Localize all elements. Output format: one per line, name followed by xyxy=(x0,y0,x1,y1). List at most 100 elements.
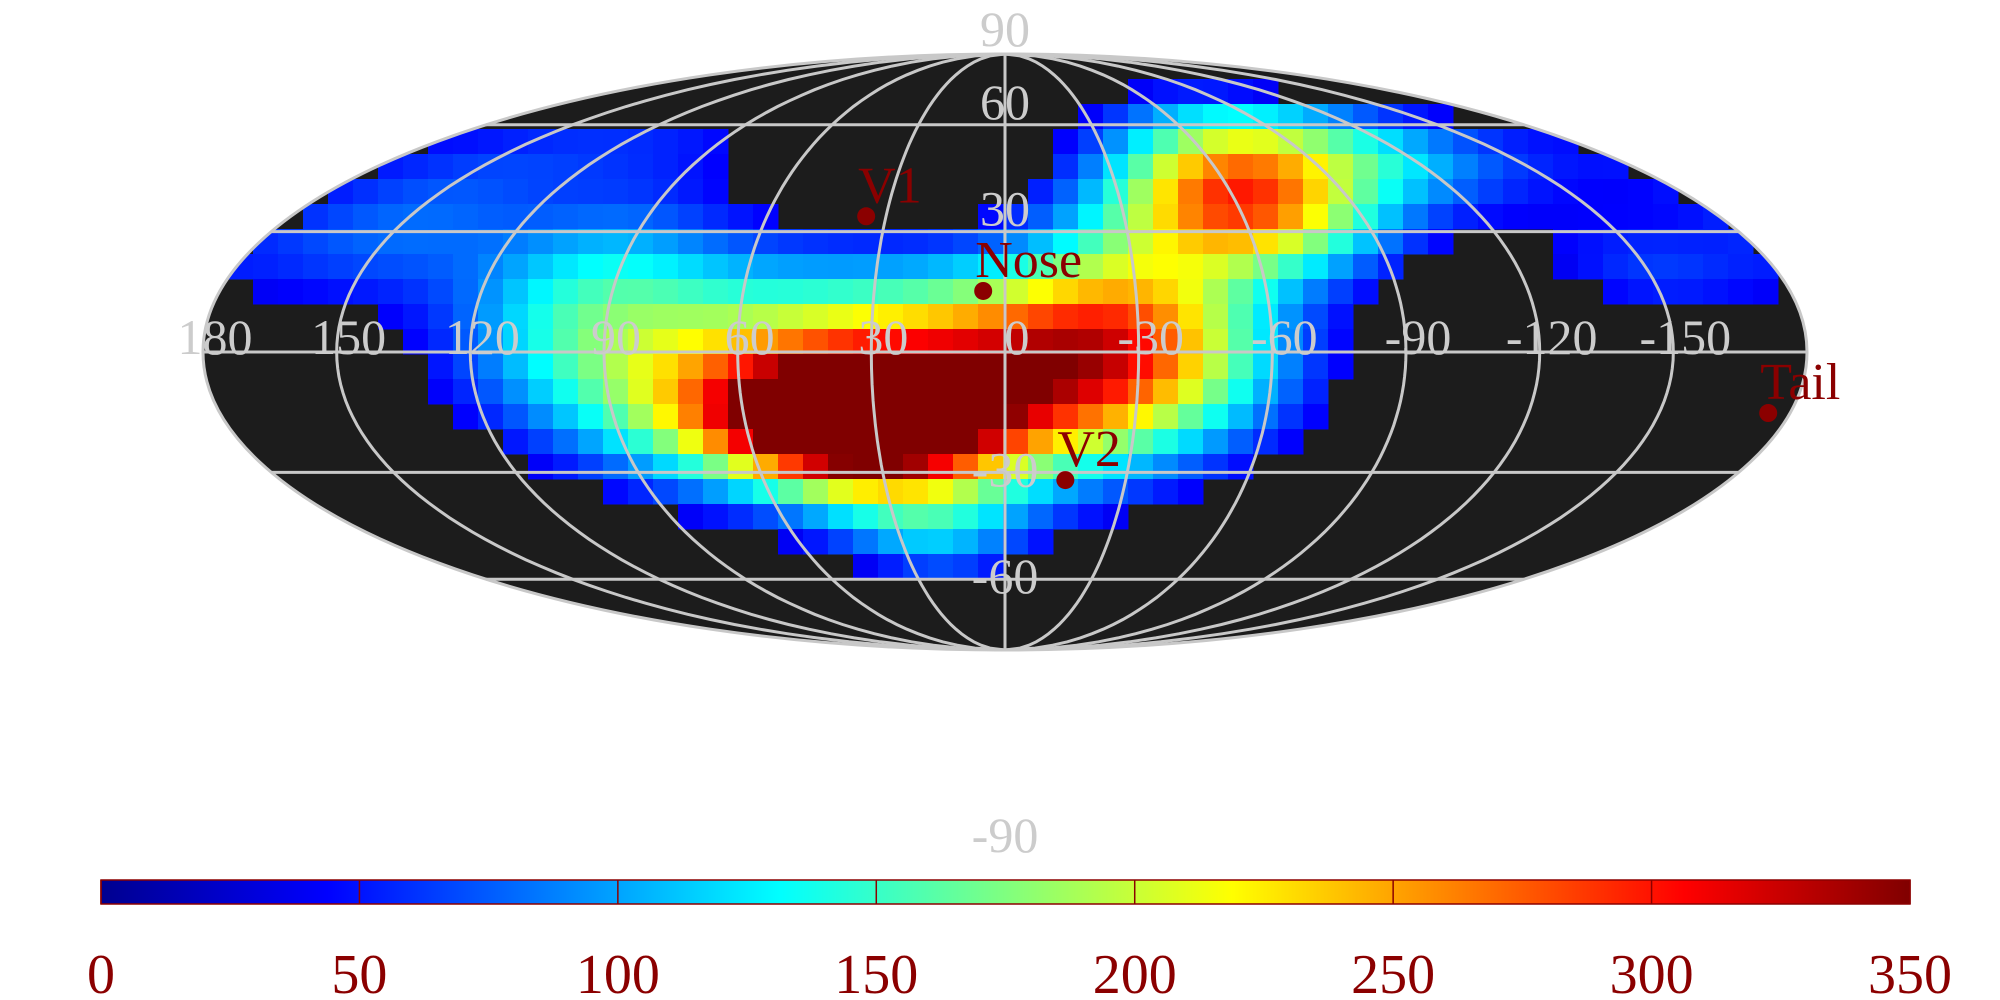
heatmap-cell xyxy=(1203,254,1229,280)
heatmap-cell xyxy=(603,354,629,380)
heatmap-cell xyxy=(1228,379,1254,405)
colorbar-tick-label: 100 xyxy=(576,944,660,1000)
heatmap-cell xyxy=(1203,279,1229,305)
heatmap-cell xyxy=(703,154,729,180)
heatmap-cell xyxy=(953,304,979,330)
heatmap-cell xyxy=(478,354,504,380)
heatmap-cell xyxy=(1153,454,1179,480)
heatmap-cell xyxy=(1303,154,1329,180)
heatmap-cell xyxy=(1203,454,1229,480)
heatmap-cell xyxy=(953,254,979,280)
heatmap-cell xyxy=(953,329,979,355)
heatmap-cell xyxy=(1053,429,1079,455)
heatmap-cell xyxy=(1278,204,1304,230)
heatmap-cell xyxy=(1703,254,1729,280)
heatmap-cell xyxy=(1628,179,1654,205)
graticule xyxy=(203,52,1807,652)
heatmap-cell xyxy=(853,254,879,280)
heatmap-cell xyxy=(753,254,779,280)
heatmap-cell xyxy=(1128,129,1154,155)
heatmap-cell xyxy=(778,379,804,405)
longitude-tick-label: 30 xyxy=(858,309,908,365)
heatmap-cell xyxy=(1078,504,1104,530)
heatmap-cell xyxy=(1028,254,1054,280)
heatmap-cell xyxy=(1153,329,1179,355)
heatmap-cell xyxy=(803,354,829,380)
heatmap-cell xyxy=(1103,129,1129,155)
heatmap-cell xyxy=(1253,129,1279,155)
heatmap-cell xyxy=(1028,279,1054,305)
heatmap-cell xyxy=(1178,279,1204,305)
heatmap-cell xyxy=(1078,404,1104,430)
heatmap-cell xyxy=(1378,204,1404,230)
heatmap-cell xyxy=(1128,404,1154,430)
heatmap-cell xyxy=(1103,329,1129,355)
heatmap-cell xyxy=(928,504,954,530)
heatmap-cell xyxy=(453,279,479,305)
heatmap-cell xyxy=(1028,354,1054,380)
heatmap-cell xyxy=(1228,129,1254,155)
colorbar-tick-label: 200 xyxy=(1093,944,1177,1000)
heatmap-cell xyxy=(528,304,554,330)
heatmap-cell xyxy=(1178,154,1204,180)
heatmap-cell xyxy=(1178,379,1204,405)
heatmap-cell xyxy=(953,529,979,555)
heatmap-cell xyxy=(978,429,1004,455)
heatmap-cell xyxy=(1303,129,1329,155)
heatmap-cell xyxy=(1328,304,1354,330)
heatmap-cell xyxy=(953,554,979,580)
heatmap-cell xyxy=(1128,354,1154,380)
heatmap-cell xyxy=(628,279,654,305)
heatmap-cell xyxy=(1103,254,1129,280)
heatmap-cell xyxy=(1078,329,1104,355)
heatmap-cell xyxy=(453,404,479,430)
heatmap-cell xyxy=(678,429,704,455)
heatmap-cell xyxy=(1553,204,1579,230)
heatmap-cell xyxy=(1178,479,1204,505)
heatmap-cell xyxy=(1153,429,1179,455)
heatmap-cell xyxy=(478,129,504,155)
heatmap-cell xyxy=(903,429,929,455)
heatmap-cell xyxy=(1153,179,1179,205)
heatmap-cell xyxy=(1203,129,1229,155)
heatmap-cell xyxy=(1028,179,1054,205)
marker-label: Nose xyxy=(975,232,1082,289)
heatmap-cell xyxy=(403,154,429,180)
heatmap-cell xyxy=(578,329,604,355)
heatmap-cell xyxy=(1153,354,1179,380)
heatmap-cell xyxy=(903,304,929,330)
heatmap-cell xyxy=(878,254,904,280)
heatmap-cell xyxy=(803,479,829,505)
heatmap-cell xyxy=(1178,329,1204,355)
heatmap-cell xyxy=(1278,279,1304,305)
heatmap-cell xyxy=(1128,304,1154,330)
heatmap-cell xyxy=(1303,354,1329,380)
heatmap-cell xyxy=(1328,354,1354,380)
heatmap-cell xyxy=(953,504,979,530)
heatmap-cell xyxy=(1478,179,1504,205)
heatmap-cell xyxy=(928,454,954,480)
heatmap-cell xyxy=(803,454,829,480)
latitude-tick-label: -30 xyxy=(972,441,1039,497)
heatmap-cell xyxy=(1053,304,1079,330)
longitude-tick-label: 0 xyxy=(1005,309,1030,365)
heatmap-cell xyxy=(1053,404,1079,430)
heatmap-cell xyxy=(1353,279,1379,305)
heatmap-cell xyxy=(878,479,904,505)
heatmap-cell xyxy=(753,304,779,330)
heatmap-cell xyxy=(1278,304,1304,330)
heatmap-cell xyxy=(1228,204,1254,230)
heatmap-cell xyxy=(1503,204,1529,230)
heatmap-cell xyxy=(653,454,679,480)
heatmap-cell xyxy=(428,304,454,330)
heatmap-cell xyxy=(803,429,829,455)
heatmap-cell xyxy=(828,454,854,480)
heatmap-cell xyxy=(278,279,304,305)
heatmap-cell xyxy=(1153,279,1179,305)
heatmap-cell xyxy=(403,329,429,355)
heatmap-cell xyxy=(1178,129,1204,155)
heatmap-cell xyxy=(1403,204,1429,230)
heatmap-cell xyxy=(603,179,629,205)
heatmap-cell xyxy=(728,229,754,255)
heatmap-cell xyxy=(803,279,829,305)
